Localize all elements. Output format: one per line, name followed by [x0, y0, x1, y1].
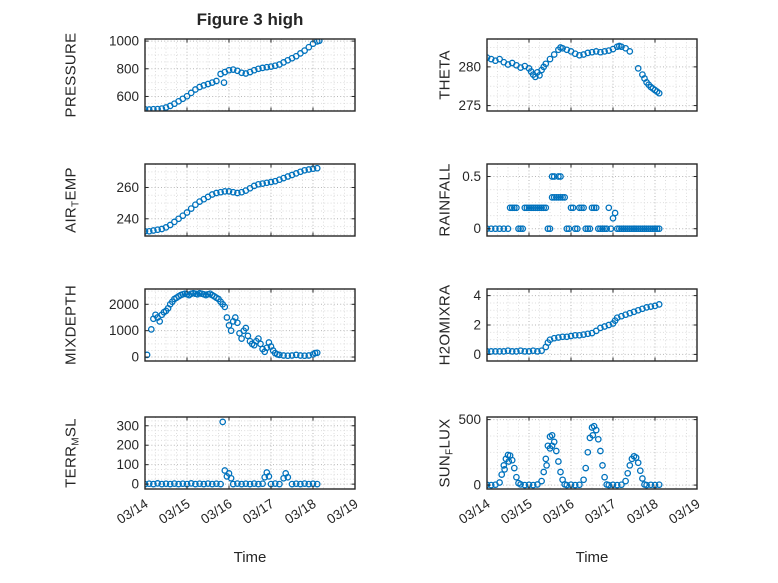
x-tick-label: 03/19	[324, 496, 361, 527]
ylabel-text: MIXDEPTH	[62, 285, 80, 365]
data-points	[145, 39, 323, 111]
subplot-rainfall: 00.5	[462, 163, 698, 237]
x-tick-label: 03/14	[114, 496, 151, 527]
x-tick-label: 03/19	[666, 496, 703, 527]
ylabel-mixdepth: MIXDEPTH	[63, 285, 80, 365]
data-points	[487, 301, 663, 355]
subplot-pressure: 600 800 1000	[109, 34, 356, 112]
x-tick-label: 03/18	[282, 496, 319, 527]
y-tick-label: 800	[116, 61, 139, 76]
y-tick-label: 0	[131, 350, 139, 365]
y-tick-label: 0	[473, 478, 481, 493]
subplot-sun-flux: 0 500 03/14 03/15 03/16 03/17 03/18 03/19	[456, 412, 703, 527]
x-tick-label: 03/17	[582, 496, 619, 527]
x-tick-label: 03/15	[156, 496, 193, 527]
data-points	[487, 173, 663, 233]
ylabel-text: H2OMIXRA	[436, 284, 454, 366]
y-tick-label: 1000	[109, 323, 139, 338]
y-tick-label: 0	[473, 221, 481, 236]
ylabel-text: SUN	[436, 454, 454, 488]
data-points	[145, 289, 321, 360]
data-points	[145, 164, 321, 235]
subplot-theta: 275 280	[458, 38, 698, 113]
y-tick-label: 300	[116, 418, 139, 433]
ylabel-text: PRESSURE	[62, 32, 80, 118]
x-tick-label: 03/17	[240, 496, 277, 527]
ylabel-pressure: PRESSURE	[63, 33, 80, 118]
ylabel-subscript: F	[444, 448, 456, 455]
xlabel-time-left: Time	[233, 549, 267, 566]
y-tick-label: 240	[116, 211, 139, 226]
y-tick-label: 4	[473, 288, 481, 303]
subplot-mixdepth: 0 1000 2000	[109, 288, 356, 365]
ylabel-text: TERR	[62, 445, 80, 488]
y-tick-label: 280	[458, 59, 481, 74]
x-tick-label: 03/16	[540, 496, 577, 527]
x-tick-label: 03/16	[198, 496, 235, 527]
y-tick-label: 0	[473, 347, 481, 362]
ylabel-text: RAINFALL	[436, 163, 454, 237]
y-tick-label: 200	[116, 438, 139, 453]
subplot-terr-msl: 0 100 200 300 03/14 03/15 03/16 03/17 03/18 03/19	[114, 416, 361, 527]
y-tick-label: 1000	[109, 34, 139, 49]
y-tick-label: 600	[116, 89, 139, 104]
y-tick-label: 0.5	[462, 169, 481, 184]
ylabel-h2omixra: H2OMIXRA	[437, 285, 454, 366]
data-points	[487, 422, 663, 489]
xlabel-time-right: Time	[575, 549, 609, 566]
ylabel-text: SL	[62, 418, 80, 438]
data-points	[487, 42, 663, 97]
ylabel-text: THETA	[436, 50, 454, 100]
y-tick-label: 275	[458, 98, 481, 113]
y-tick-label: 0	[131, 477, 139, 492]
ylabel-subscript: M	[70, 437, 82, 446]
y-tick-label: 260	[116, 180, 139, 195]
subplot-air-temp: 240 260	[116, 163, 356, 237]
ylabel-theta: THETA	[437, 50, 454, 100]
y-tick-label: 500	[458, 412, 481, 427]
x-tick-label: 03/14	[456, 496, 493, 527]
data-points	[145, 418, 321, 488]
x-tick-label: 03/15	[498, 496, 535, 527]
y-tick-label: 2000	[109, 297, 139, 312]
ylabel-subscript: T	[70, 200, 82, 207]
ylabel-sun-flux: SUNFLUX	[436, 418, 456, 488]
ylabel-text: LUX	[436, 418, 454, 449]
y-tick-label: 100	[116, 457, 139, 472]
ylabel-air-temp: AIRTEMP	[62, 167, 82, 233]
x-tick-label: 03/18	[624, 496, 661, 527]
ylabel-text: AIR	[62, 206, 80, 233]
y-tick-label: 2	[473, 318, 481, 333]
subplot-h2omixra: 0 2 4	[473, 288, 698, 362]
ylabel-terr-msl: TERRMSL	[62, 418, 82, 488]
ylabel-rainfall: RAINFALL	[437, 163, 454, 236]
ylabel-text: EMP	[62, 167, 80, 201]
figure-title: Figure 3 high	[196, 10, 304, 29]
